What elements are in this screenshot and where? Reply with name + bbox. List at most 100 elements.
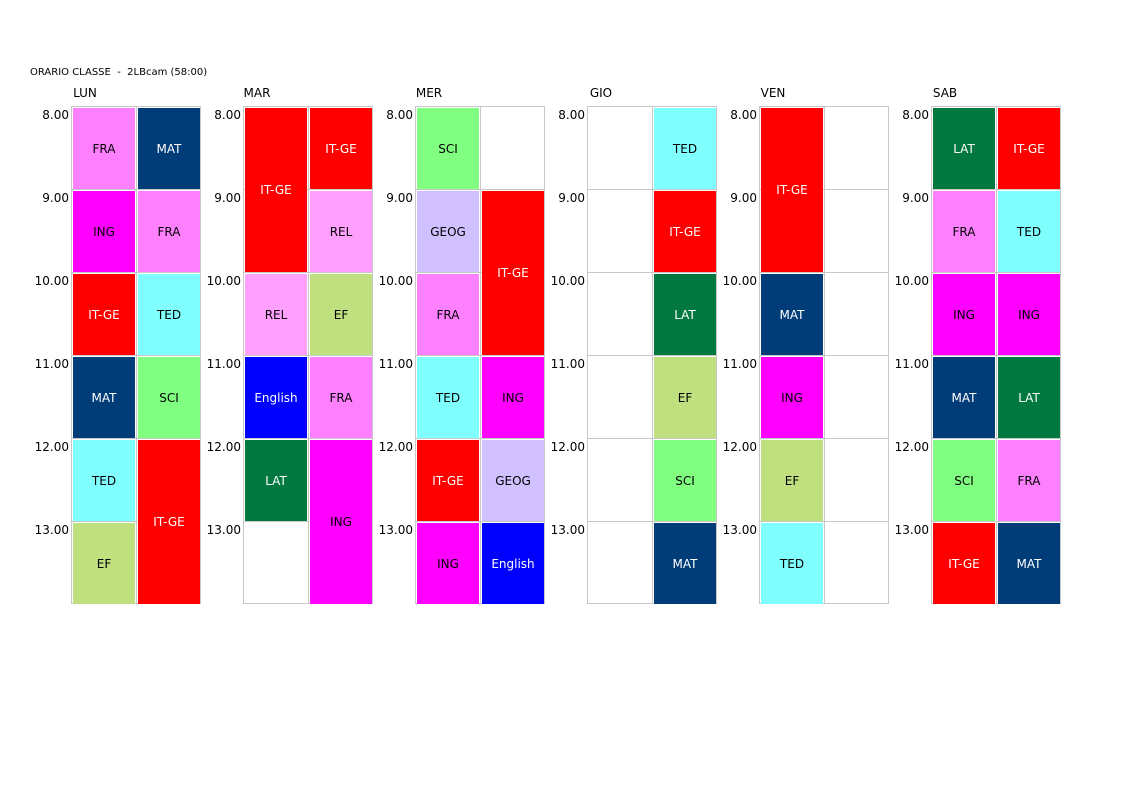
lesson-block-ing[interactable]: ING — [417, 523, 479, 604]
hour-label: 10.00 — [206, 274, 241, 288]
lesson-block-fra[interactable]: FRA — [310, 357, 372, 438]
lesson-block-it-ge[interactable]: IT-GE — [138, 440, 200, 604]
day-grid: TED IT-GE LAT EF SCI MAT — [587, 106, 717, 604]
lesson-block-ted[interactable]: TED — [417, 357, 479, 438]
lesson-block-it-ge[interactable]: IT-GE — [654, 191, 716, 272]
column-divider — [652, 107, 653, 603]
lesson-block-ted[interactable]: TED — [138, 274, 200, 355]
hour-label: 11.00 — [550, 357, 585, 371]
lesson-block-ef[interactable]: EF — [654, 357, 716, 438]
lesson-block-sci[interactable]: SCI — [933, 440, 995, 521]
hour-label: 11.00 — [34, 357, 69, 371]
day-grid: LAT IT-GE FRA TED ING ING MAT LAT SCI FRA IT-GE MAT — [931, 106, 1061, 604]
lesson-block-fra[interactable]: FRA — [73, 108, 135, 189]
lesson-block-rel[interactable]: REL — [310, 191, 372, 272]
hour-label: 12.00 — [894, 440, 929, 454]
lesson-block-mat[interactable]: MAT — [73, 357, 135, 438]
lesson-block-fra[interactable]: FRA — [933, 191, 995, 272]
day-column-gio: GIO 8.00 9.00 10.00 11.00 12.00 13.00 TED IT-GE L… — [515, 86, 717, 606]
lesson-block-mat[interactable]: MAT — [654, 523, 716, 604]
lesson-block-it-ge[interactable]: IT-GE — [245, 108, 307, 272]
hour-label: 8.00 — [42, 108, 69, 122]
lesson-block-ted[interactable]: TED — [654, 108, 716, 189]
day-column-mar: MAR 8.00 9.00 10.00 11.00 12.00 13.00 IT-GE IT-G… — [171, 86, 373, 606]
hour-label: 11.00 — [206, 357, 241, 371]
lesson-block-ing[interactable]: ING — [761, 357, 823, 438]
hour-label: 12.00 — [550, 440, 585, 454]
hour-label: 8.00 — [214, 108, 241, 122]
lesson-block-ted[interactable]: TED — [761, 523, 823, 604]
column-divider — [136, 107, 137, 603]
lesson-block-fra[interactable]: FRA — [417, 274, 479, 355]
lesson-block-it-ge[interactable]: IT-GE — [417, 440, 479, 521]
lesson-block-it-ge[interactable]: IT-GE — [761, 108, 823, 272]
lesson-block-english[interactable]: English — [245, 357, 307, 438]
lesson-block-it-ge[interactable]: IT-GE — [482, 191, 544, 355]
day-grid: IT-GE MAT ING EF TED — [759, 106, 889, 604]
lesson-block-rel[interactable]: REL — [245, 274, 307, 355]
hour-label: 9.00 — [386, 191, 413, 205]
page-title: ORARIO CLASSE - 2LBcam (58:00) — [30, 67, 208, 78]
lesson-block-fra[interactable]: FRA — [138, 191, 200, 272]
day-label: LUN — [73, 86, 97, 100]
day-label: MAR — [243, 86, 271, 100]
day-column-mer: MER 8.00 9.00 10.00 11.00 12.00 13.00 SCI GEOG IT… — [343, 86, 545, 606]
day-grid: IT-GE IT-GE REL REL EF English FRA LAT ING — [243, 106, 373, 604]
lesson-block-geog[interactable]: GEOG — [417, 191, 479, 272]
hour-label: 8.00 — [902, 108, 929, 122]
lesson-block-ing[interactable]: ING — [482, 357, 544, 438]
hour-label: 10.00 — [378, 274, 413, 288]
hour-label: 13.00 — [34, 523, 69, 537]
lesson-block-mat[interactable]: MAT — [933, 357, 995, 438]
lesson-block-ing[interactable]: ING — [933, 274, 995, 355]
hour-label: 13.00 — [894, 523, 929, 537]
hour-label: 9.00 — [558, 191, 585, 205]
lesson-block-english[interactable]: English — [482, 523, 544, 604]
hour-label: 13.00 — [550, 523, 585, 537]
lesson-block-ing[interactable]: ING — [310, 440, 372, 604]
lesson-block-it-ge[interactable]: IT-GE — [310, 108, 372, 189]
lesson-block-geog[interactable]: GEOG — [482, 440, 544, 521]
lesson-block-lat[interactable]: LAT — [245, 440, 307, 521]
lesson-block-ing[interactable]: ING — [73, 191, 135, 272]
lesson-block-ef[interactable]: EF — [310, 274, 372, 355]
lesson-block-it-ge[interactable]: IT-GE — [73, 274, 135, 355]
lesson-block-ted[interactable]: TED — [73, 440, 135, 521]
hour-label: 9.00 — [214, 191, 241, 205]
lesson-block-lat[interactable]: LAT — [654, 274, 716, 355]
lesson-block-lat[interactable]: LAT — [933, 108, 995, 189]
hour-label: 9.00 — [902, 191, 929, 205]
hour-label: 13.00 — [722, 523, 757, 537]
hour-label: 10.00 — [550, 274, 585, 288]
day-grid: FRA MAT ING FRA IT-GE TED MAT SCI TED IT-GE EF — [71, 106, 201, 604]
day-column-lun: LUN 8.00 9.00 10.00 11.00 12.00 13.00 FRA MAT ING… — [0, 86, 201, 606]
hour-label: 12.00 — [378, 440, 413, 454]
hour-label: 9.00 — [42, 191, 69, 205]
day-column-sab: SAB 8.00 9.00 10.00 11.00 12.00 13.00 LAT IT-GE F… — [859, 86, 1061, 606]
lesson-block-sci[interactable]: SCI — [654, 440, 716, 521]
lesson-block-lat[interactable]: LAT — [998, 357, 1060, 438]
column-divider — [824, 107, 825, 603]
day-label: GIO — [589, 86, 613, 100]
hour-label: 8.00 — [386, 108, 413, 122]
lesson-block-ef[interactable]: EF — [73, 523, 135, 604]
hour-label: 8.00 — [730, 108, 757, 122]
lesson-block-ef[interactable]: EF — [761, 440, 823, 521]
lesson-block-mat[interactable]: MAT — [138, 108, 200, 189]
hour-label: 11.00 — [894, 357, 929, 371]
lesson-block-mat[interactable]: MAT — [998, 523, 1060, 604]
lesson-block-ing[interactable]: ING — [998, 274, 1060, 355]
hour-label: 11.00 — [378, 357, 413, 371]
hour-label: 10.00 — [722, 274, 757, 288]
lesson-block-it-ge[interactable]: IT-GE — [933, 523, 995, 604]
lesson-block-ted[interactable]: TED — [998, 191, 1060, 272]
hour-label: 13.00 — [206, 523, 241, 537]
lesson-block-sci[interactable]: SCI — [417, 108, 479, 189]
lesson-block-sci[interactable]: SCI — [138, 357, 200, 438]
column-divider — [996, 107, 997, 603]
lesson-block-it-ge[interactable]: IT-GE — [998, 108, 1060, 189]
lesson-block-mat[interactable]: MAT — [761, 274, 823, 355]
column-divider — [308, 107, 309, 603]
day-label: MER — [415, 86, 443, 100]
lesson-block-fra[interactable]: FRA — [998, 440, 1060, 521]
